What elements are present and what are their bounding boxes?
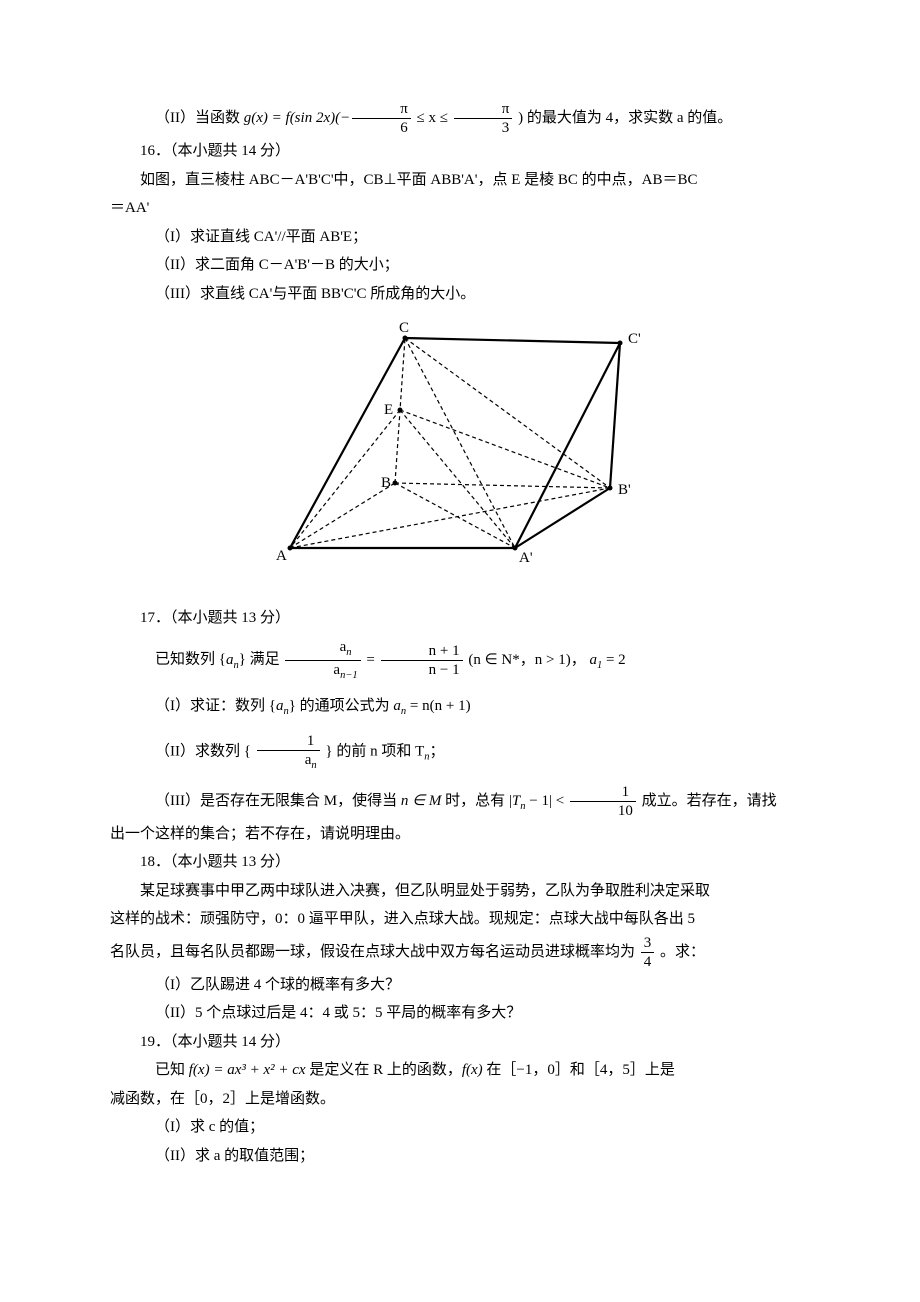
- q19-l1: 已知 f(x) = ax³ + x² + cx 是定义在 R 上的函数，f(x)…: [110, 1056, 810, 1085]
- q17-header: 17．（本小题共 13 分）: [110, 604, 810, 633]
- q16-intro-b: ＝AA': [110, 194, 810, 223]
- q17-intro: 已知数列 {an} 满足 anan−1 = n + 1n − 1 (n ∈ N*…: [110, 638, 810, 682]
- svg-text:B': B': [618, 482, 631, 498]
- q19-p2: （II）求 a 的取值范围；: [110, 1142, 810, 1171]
- q18-l3: 名队员，且每名队员都踢一球，假设在点球大战中双方每名运动员进球概率均为 34 。…: [110, 934, 810, 971]
- q15-part2: （II）当函数 g(x) = f(sin 2x)(−π6 ≤ x ≤ π3 ) …: [110, 100, 810, 137]
- q16-p2: （II）求二面角 C－A'B'－B 的大小；: [110, 251, 810, 280]
- q19-header: 19．（本小题共 14 分）: [110, 1028, 810, 1057]
- svg-text:C': C': [628, 331, 641, 347]
- frac-pi3: π3: [454, 100, 513, 137]
- formula-gx: g(x) = f(sin 2x)(−π6 ≤ x ≤ π3: [244, 110, 518, 126]
- figure-prism: A B C A' B' C' E: [110, 318, 810, 589]
- svg-text:C: C: [399, 320, 409, 336]
- q18-l2: 这样的战术：顽强防守，0：0 逼平甲队，进入点球大战。现规定：点球大战中每队各出…: [110, 905, 810, 934]
- q16-p3: （III）求直线 CA'与平面 BB'C'C 所成角的大小。: [110, 280, 810, 309]
- q19-l2: 减函数，在［0，2］上是增函数。: [110, 1085, 810, 1114]
- text: ) 的最大值为 4，求实数 a 的值。: [518, 110, 732, 126]
- q17-p3: （III）是否存在无限集合 M，使得当 n ∈ M 时，总有 |Tn − 1| …: [110, 783, 810, 820]
- prism-svg: A B C A' B' C' E: [250, 318, 670, 578]
- text: （II）当函数: [155, 110, 244, 126]
- frac-pi6: π6: [352, 100, 411, 137]
- q17-p1: （I）求证：数列 {an} 的通项公式为 an = n(n + 1): [110, 692, 810, 722]
- svg-text:E: E: [384, 402, 393, 418]
- q18-header: 18．（本小题共 13 分）: [110, 848, 810, 877]
- q18-p2: （II）5 个点球过后是 4：4 或 5：5 平局的概率有多大？: [110, 999, 810, 1028]
- q19-p1: （I）求 c 的值；: [110, 1113, 810, 1142]
- svg-text:A: A: [276, 548, 287, 564]
- formula-recurrence: anan−1 = n + 1n − 1 (n ∈ N*，n > 1)， a1 =…: [283, 652, 625, 668]
- q16-p1: （I）求证直线 CA'//平面 AB'E；: [110, 223, 810, 252]
- q16-header: 16．（本小题共 14 分）: [110, 137, 810, 166]
- svg-text:A': A': [519, 550, 533, 566]
- q18-l1: 某足球赛事中甲乙两中球队进入决赛，但乙队明显处于弱势，乙队为争取胜利决定采取: [110, 877, 810, 906]
- q16-intro-a: 如图，直三棱柱 ABC－A'B'C'中，CB⊥平面 ABB'A'，点 E 是棱 …: [110, 166, 810, 195]
- q18-p1: （I）乙队踢进 4 个球的概率有多大？: [110, 971, 810, 1000]
- q17-p3-line2: 出一个这样的集合；若不存在，请说明理由。: [110, 820, 810, 849]
- q17-p2: （II）求数列 { 1an } 的前 n 项和 Tn；: [110, 732, 810, 773]
- svg-text:B: B: [381, 475, 391, 491]
